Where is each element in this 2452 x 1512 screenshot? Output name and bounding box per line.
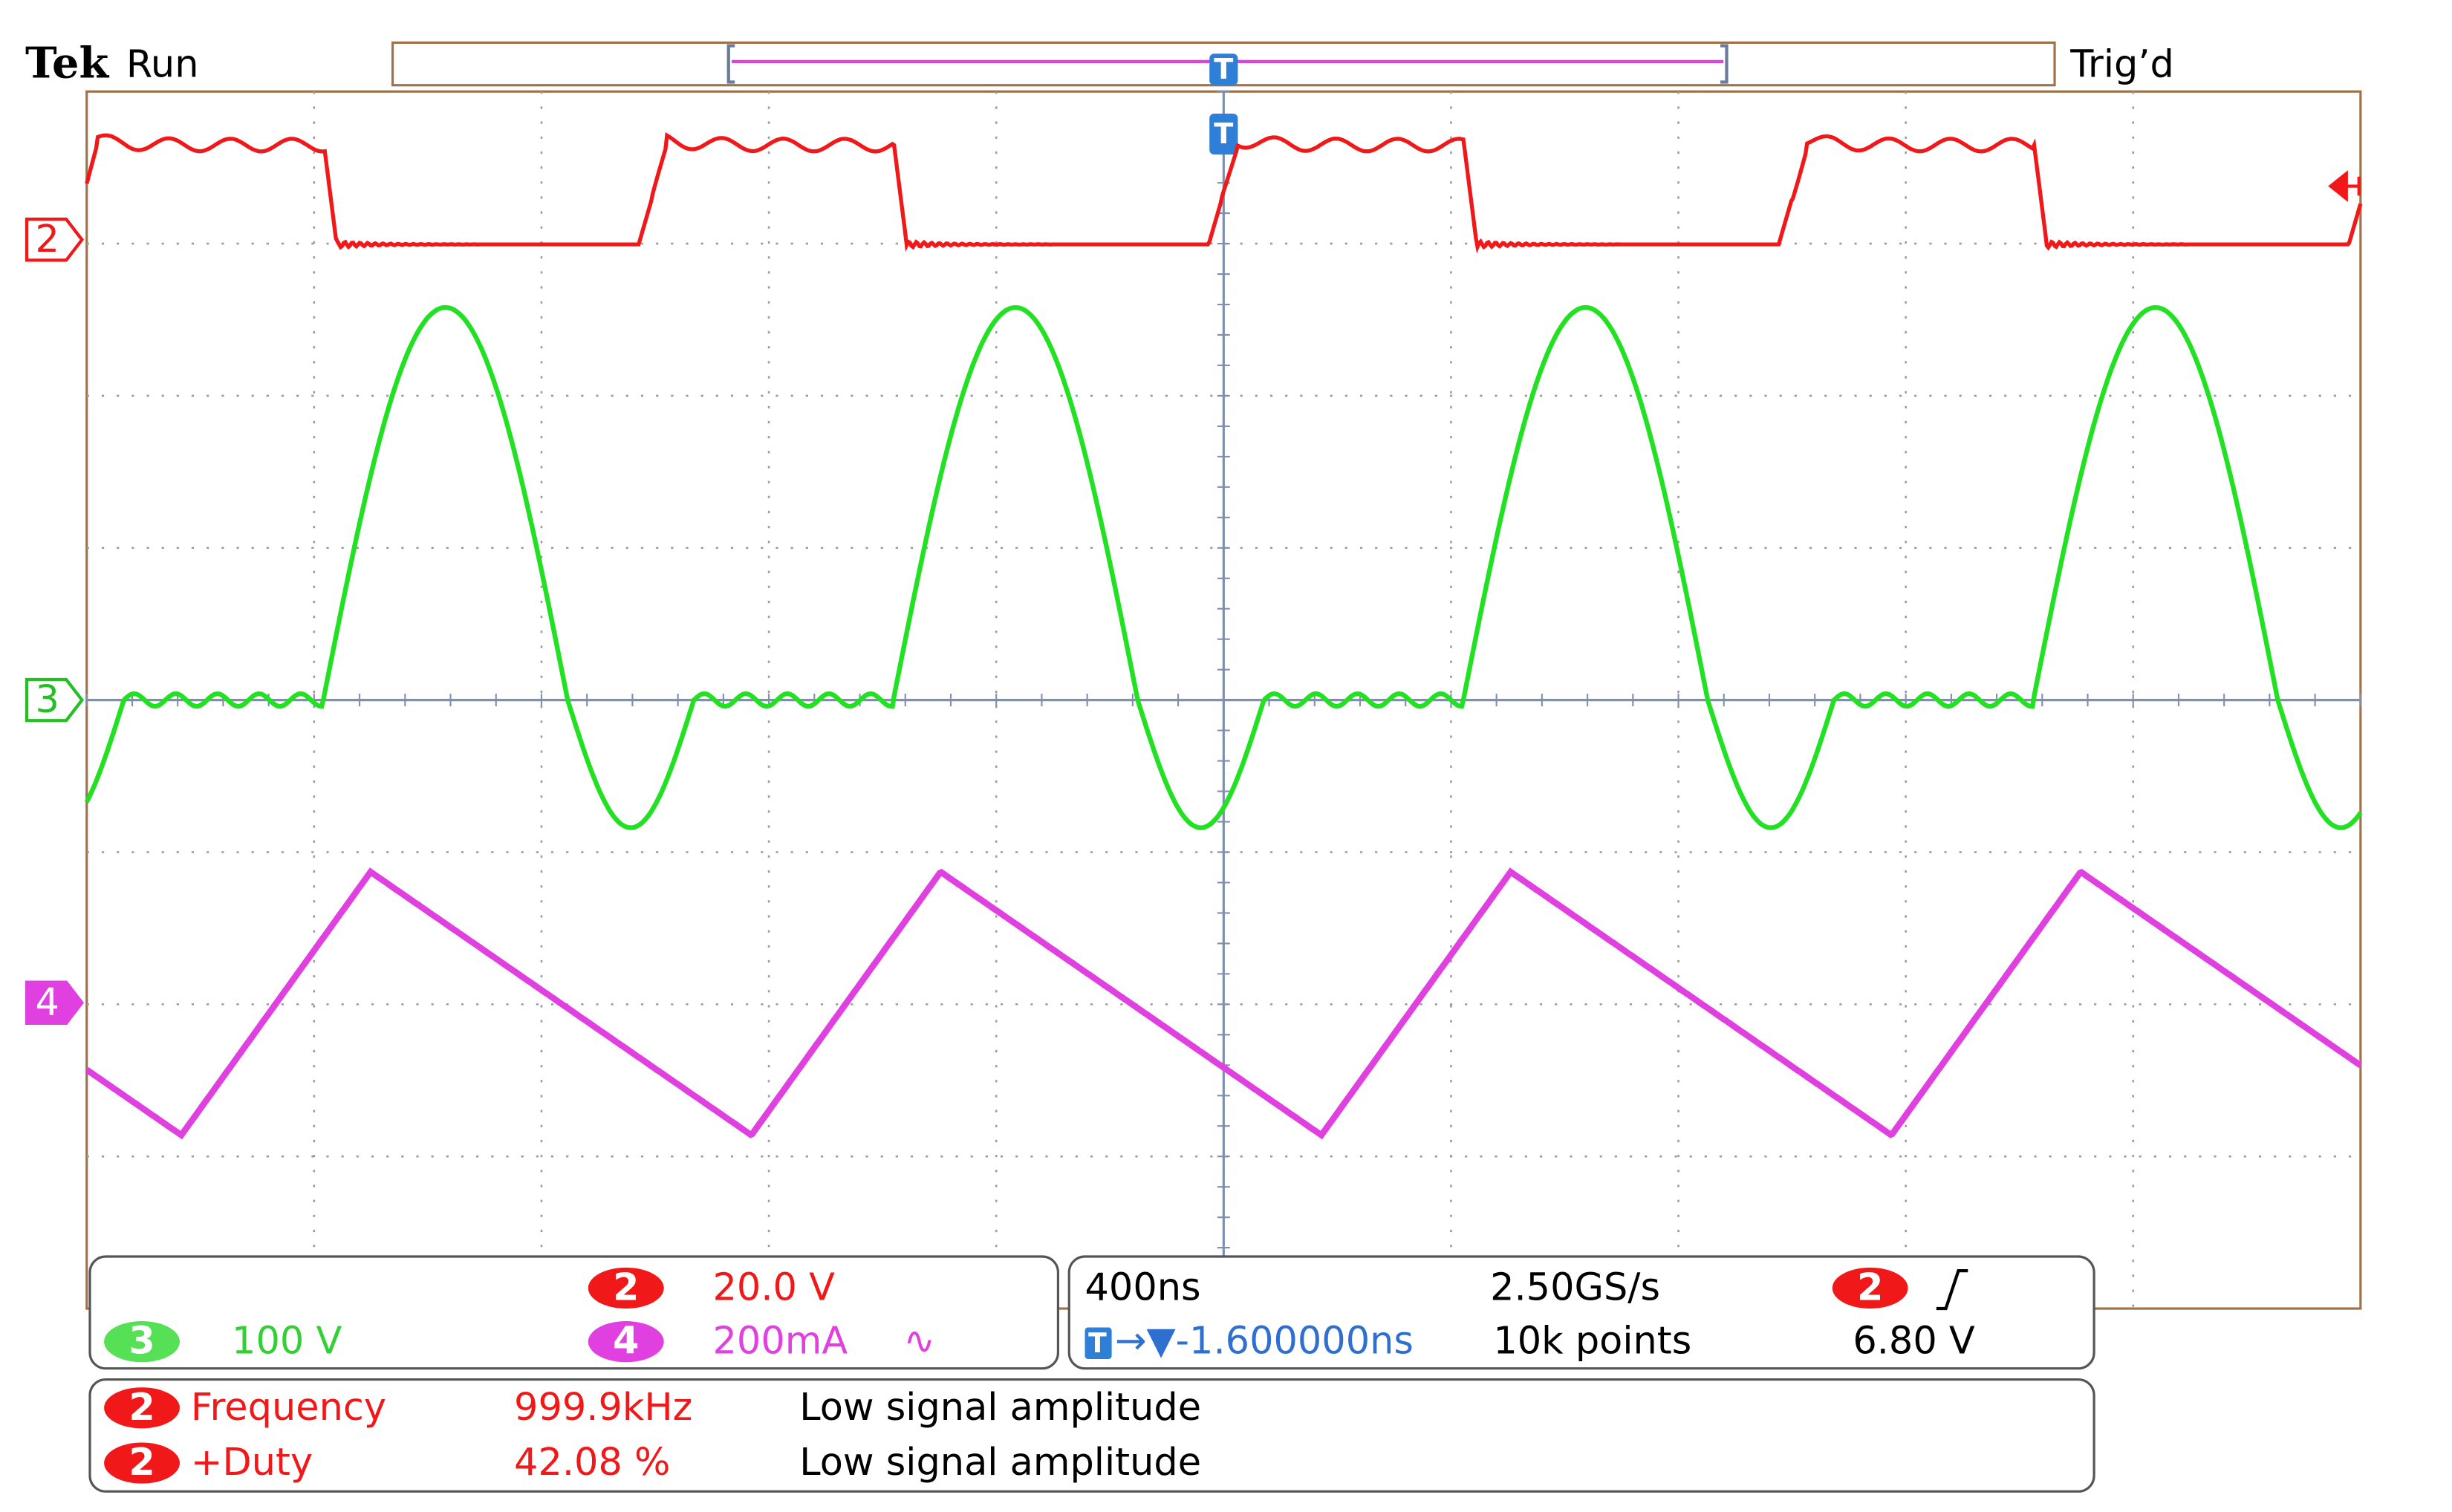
vertical-panel	[88, 1255, 1060, 1370]
channel-3-badge-label: 3	[129, 1320, 155, 1363]
channel-3-marker	[25, 677, 85, 723]
sample-rate: 2.50GS/s	[1490, 1266, 1660, 1310]
measurement-status: Low signal amplitude	[799, 1441, 1201, 1485]
channel-3-marker-label: 3	[35, 678, 59, 722]
channel-4-badge-label: 4	[613, 1320, 639, 1363]
trigger-source-label: 2	[1857, 1266, 1883, 1310]
measurement-name: +Duty	[191, 1441, 313, 1485]
measurement-source: 2	[129, 1386, 155, 1430]
measurement-source-badge	[104, 1442, 181, 1484]
trigger-source-badge	[1832, 1267, 1908, 1309]
measurement-panel	[88, 1378, 2095, 1493]
horizontal-scale: 400ns	[1085, 1266, 1201, 1310]
channel-4-waveform	[85, 867, 2363, 1140]
brand: Tek	[25, 37, 110, 88]
trigger-marker-label: T	[1214, 53, 1233, 86]
trigger-level-marker	[2328, 170, 2361, 202]
trigger-time-marker-label: T	[1214, 118, 1233, 151]
channel-2-badge-label: 2	[613, 1266, 639, 1310]
channel-2-waveform	[85, 132, 2363, 254]
trigger-time-marker	[1209, 113, 1238, 155]
measurement-source-badge	[104, 1387, 181, 1429]
measurement-status: Low signal amplitude	[799, 1386, 1201, 1430]
channel-4-marker	[25, 980, 85, 1025]
trigger-position-marker	[1209, 53, 1238, 85]
channel-3-waveform	[84, 304, 2363, 830]
record-window	[726, 44, 1729, 84]
position-icon	[1084, 1327, 1112, 1359]
channel-3-scale: 100 V	[232, 1320, 342, 1363]
measurement-source: 2	[129, 1441, 155, 1485]
channel-3-badge	[104, 1321, 181, 1363]
measurements: 2 Frequency 999.9kHz Low signal amplitude 2 +…	[104, 1386, 1201, 1485]
position-icon-label: T	[1088, 1328, 1107, 1359]
record-length: 10k points	[1493, 1320, 1691, 1363]
channel-4-coupling: ∿	[903, 1320, 935, 1363]
channel-4-marker-label: 4	[35, 980, 59, 1024]
measurement-value: 42.08 %	[514, 1441, 670, 1485]
channel-2-marker	[25, 218, 85, 262]
measurement-name: Frequency	[191, 1386, 386, 1430]
measurement-value: 999.9kHz	[514, 1386, 692, 1430]
trigger-slope-icon	[1936, 1268, 1968, 1311]
channel-4-badge	[588, 1321, 664, 1363]
channel-2-marker-label: 2	[35, 218, 59, 261]
horizontal-position: →▼-1.600000ns	[1115, 1320, 1414, 1363]
channel-4-scale: 200mA	[713, 1320, 848, 1363]
channel-2-badge	[588, 1267, 664, 1309]
channel-2-scale: 20.0 V	[713, 1266, 836, 1310]
trigger-status: Trig’d	[2069, 42, 2174, 86]
trigger-level: 6.80 V	[1853, 1320, 1975, 1363]
acquisition-state: Run	[126, 42, 199, 86]
